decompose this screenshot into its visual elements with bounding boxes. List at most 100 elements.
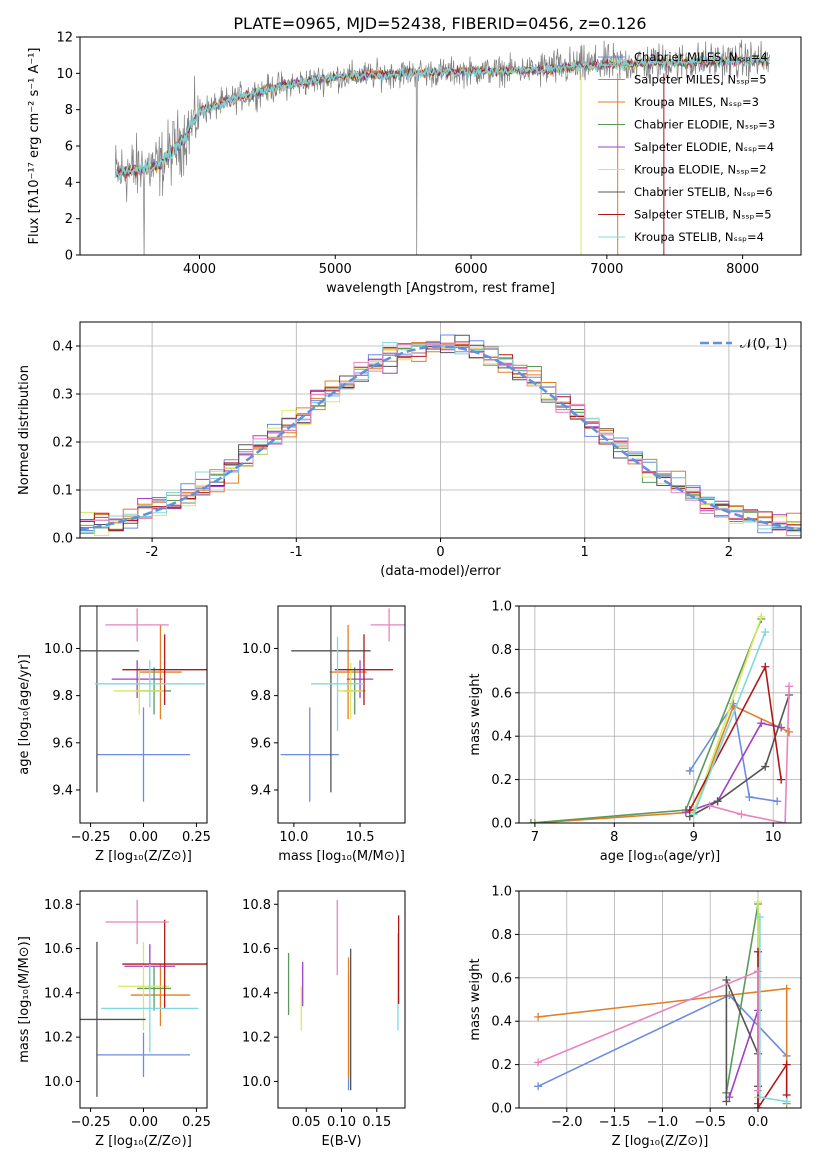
- y-tick-label: 10.0: [242, 642, 271, 657]
- figure-title: PLATE=0965, MJD=52438, FIBERID=0456, z=0…: [233, 14, 646, 33]
- x-tick-label: 5000: [319, 262, 352, 277]
- gaussian-curve-line: [80, 345, 801, 531]
- axes-frame: [518, 605, 802, 824]
- y-tick-label: 10.4: [242, 986, 271, 1001]
- y-tick-label: 10.2: [242, 1031, 271, 1046]
- legend-label: Salpeter STELIB, Nₛₛₚ=5: [634, 208, 772, 222]
- x-tick-label: 4000: [183, 262, 216, 277]
- y-tick-label: 1.0: [491, 600, 512, 615]
- plot-area: [80, 606, 207, 802]
- y-tick-label: 0: [65, 249, 73, 264]
- weight-series-line: [725, 903, 759, 1098]
- x-tick-label: 7000: [590, 262, 623, 277]
- y-tick-label: 8: [65, 103, 73, 118]
- x-axis-label: Z [log₁₀(Z/Z⊙)]: [95, 849, 192, 864]
- y-tick-label: 10.4: [44, 986, 73, 1001]
- x-axis-label: (data-model)/error: [380, 564, 501, 579]
- weight-point-marker: [534, 1082, 543, 1091]
- axes-frame: [79, 605, 208, 824]
- x-tick-label: 8000: [726, 262, 759, 277]
- y-axis-label: Flux [fλ10⁻¹⁷ erg cm⁻² s⁻¹ A⁻¹]: [27, 48, 42, 245]
- x-axis-label: Z [log₁₀(Z/Z⊙)]: [95, 1134, 192, 1149]
- y-axis-label: mass weight: [468, 958, 483, 1040]
- weight-point-marker: [722, 1097, 731, 1106]
- x-axis-label: mass [log₁₀(M/M⊙)]: [278, 849, 405, 864]
- y-tick-label: 0.0: [491, 817, 512, 832]
- x-tick-label: 0: [436, 545, 444, 560]
- y-tick-label: 0.4: [491, 1015, 512, 1030]
- axes-frame: [79, 321, 802, 539]
- weight-series-line: [689, 701, 778, 803]
- weight-point-marker: [753, 947, 762, 956]
- y-tick-label: 0.2: [52, 436, 73, 451]
- weight-point-marker: [713, 797, 722, 806]
- y-tick-label: 2: [65, 212, 73, 227]
- weight-point-marker: [753, 1104, 762, 1108]
- y-tick-label: 9.8: [52, 689, 73, 704]
- weight-point-marker: [705, 801, 714, 810]
- weight-point-marker: [757, 612, 766, 621]
- weight-point-marker: [782, 1060, 791, 1069]
- x-tick-label: −2.0: [551, 1115, 583, 1130]
- y-tick-label: 0.2: [491, 773, 512, 788]
- y-tick-label: 10.6: [44, 942, 73, 957]
- weight-point-marker: [745, 792, 754, 801]
- weight-point-marker: [777, 775, 786, 784]
- y-tick-label: 0.3: [52, 388, 73, 403]
- y-tick-label: 10.8: [44, 898, 73, 913]
- plot-area: [287, 899, 400, 1091]
- x-tick-label: 0.15: [362, 1115, 391, 1130]
- y-tick-label: 0.0: [491, 1102, 512, 1117]
- x-tick-label: 0.05: [292, 1115, 321, 1130]
- y-tick-label: 9.4: [52, 783, 73, 798]
- weight-point-marker: [761, 662, 770, 671]
- x-tick-label: −1.5: [599, 1115, 631, 1130]
- plot-area: [526, 612, 794, 823]
- plot-area: [280, 606, 405, 802]
- weight-series-line: [759, 917, 787, 1103]
- weight-vs-metallicity-panel: −2.0 −1.5 −1.0 −0.5 0.0 0.0 0.2 0.4 0.6 0.8 1.0 Z […: [468, 885, 802, 1149]
- y-axis-label: Normed distribution: [17, 365, 32, 495]
- weight-point-marker: [530, 819, 539, 823]
- y-tick-label: 10.0: [242, 1075, 271, 1090]
- y-tick-label: 0.8: [491, 643, 512, 658]
- weight-point-marker: [689, 810, 698, 819]
- x-tick-label: -1: [290, 545, 303, 560]
- x-tick-label: 0.25: [182, 830, 211, 845]
- weight-point-marker: [785, 682, 794, 691]
- plot-area: [80, 334, 801, 537]
- x-tick-label: 0.25: [182, 1115, 211, 1130]
- x-tick-label: -2: [146, 545, 159, 560]
- model-spectrum-line: [114, 54, 770, 178]
- model-spectrum-line: [114, 55, 770, 180]
- x-tick-label: 0.00: [129, 1115, 158, 1130]
- weight-point-marker: [685, 766, 694, 775]
- legend-label: Kroupa ELODIE, Nₛₛₚ=2: [634, 163, 767, 177]
- weight-point-marker: [753, 1086, 762, 1095]
- y-tick-label: 9.4: [250, 783, 271, 798]
- weight-point-marker: [761, 762, 770, 771]
- y-tick-label: 0.6: [491, 686, 512, 701]
- y-tick-label: 0.4: [52, 340, 73, 355]
- axes-frame: [79, 36, 802, 256]
- weight-series-line: [728, 1010, 759, 1104]
- weight-vs-age-panel: 7 8 9 10 0.0 0.2 0.4 0.6 0.8 1.0 age [log₁₀(age/yr…: [468, 600, 802, 864]
- x-tick-label: 6000: [455, 262, 488, 277]
- y-tick-label: 9.6: [250, 736, 271, 751]
- legend-label: Kroupa STELIB, Nₛₛₚ=4: [634, 230, 764, 244]
- x-tick-label: 10: [765, 830, 782, 845]
- mass-vs-metallicity-panel: −0.25 0.00 0.25 10.0 10.2 10.4 10.6 10.8 Z [log₁…: [17, 890, 211, 1149]
- axes-frame: [79, 890, 208, 1109]
- weight-point-marker: [755, 1093, 764, 1102]
- residual-histogram-line: [80, 342, 801, 537]
- y-tick-label: 0.4: [491, 730, 512, 745]
- weight-point-marker: [785, 727, 794, 736]
- legend-label: Kroupa MILES, Nₛₛₚ=3: [634, 95, 759, 109]
- weight-point-marker: [782, 1097, 791, 1106]
- x-tick-label: 0.0: [748, 1115, 769, 1130]
- weight-series-line: [709, 686, 790, 823]
- weight-point-marker: [534, 1012, 543, 1021]
- x-axis-label: wavelength [Angstrom, rest frame]: [326, 281, 555, 296]
- y-tick-label: 10.2: [44, 1031, 73, 1046]
- weight-series-line: [685, 722, 782, 813]
